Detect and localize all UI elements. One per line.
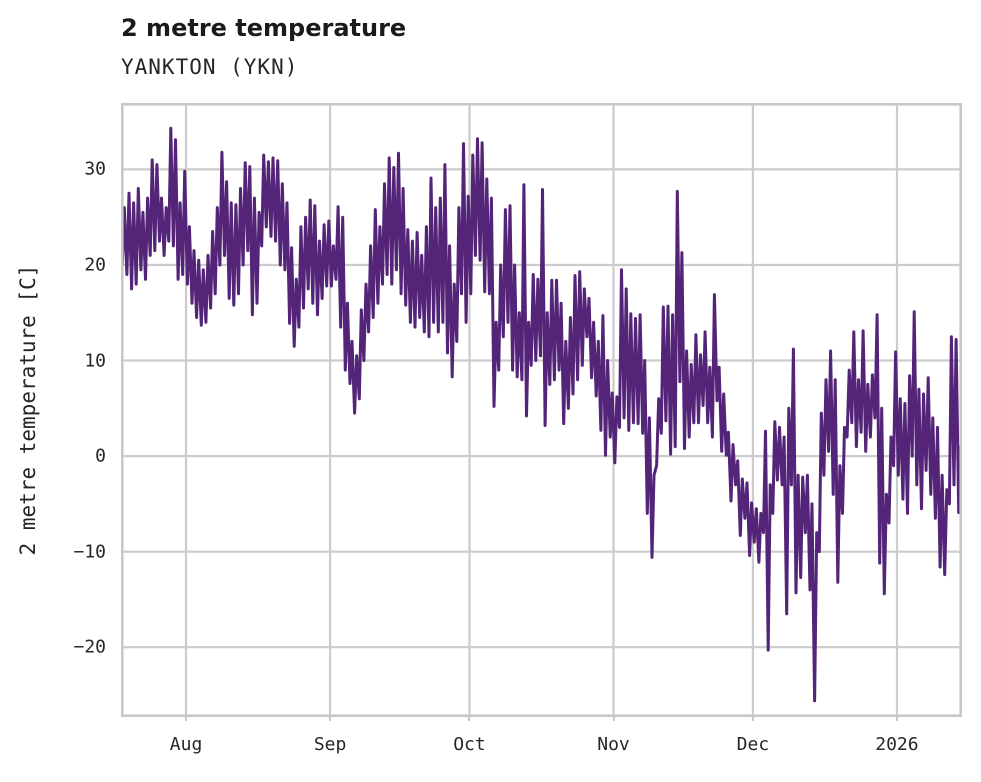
y-tick-label: −10 bbox=[73, 541, 106, 563]
y-tick-label: 0 bbox=[95, 445, 106, 467]
x-tick-label: 2026 bbox=[875, 734, 919, 755]
y-axis-label: 2 metre temperature [C] bbox=[16, 264, 40, 556]
y-tick-label: 20 bbox=[84, 254, 106, 276]
y-tick-label: −20 bbox=[73, 636, 106, 658]
y-tick-label: 30 bbox=[84, 158, 106, 180]
temperature-line bbox=[121, 126, 962, 703]
x-tick-mark bbox=[468, 717, 471, 721]
x-tick-label: Nov bbox=[597, 734, 630, 755]
y-tick-label: 10 bbox=[84, 350, 106, 372]
x-tick-label: Oct bbox=[453, 734, 486, 755]
x-tick-label: Sep bbox=[313, 734, 347, 755]
x-tick-mark bbox=[751, 717, 754, 721]
x-tick-mark bbox=[895, 717, 898, 721]
x-tick-label: Aug bbox=[169, 734, 203, 755]
plot-border bbox=[121, 103, 962, 717]
x-tick-mark bbox=[612, 717, 615, 721]
x-tick-mark bbox=[329, 717, 332, 721]
plot-area bbox=[121, 103, 962, 717]
page-title: 2 metre temperature bbox=[121, 14, 407, 42]
x-tick-label: Dec bbox=[736, 734, 770, 755]
x-tick-mark bbox=[185, 717, 188, 721]
station-subtitle: YANKTON (YKN) bbox=[121, 55, 299, 79]
